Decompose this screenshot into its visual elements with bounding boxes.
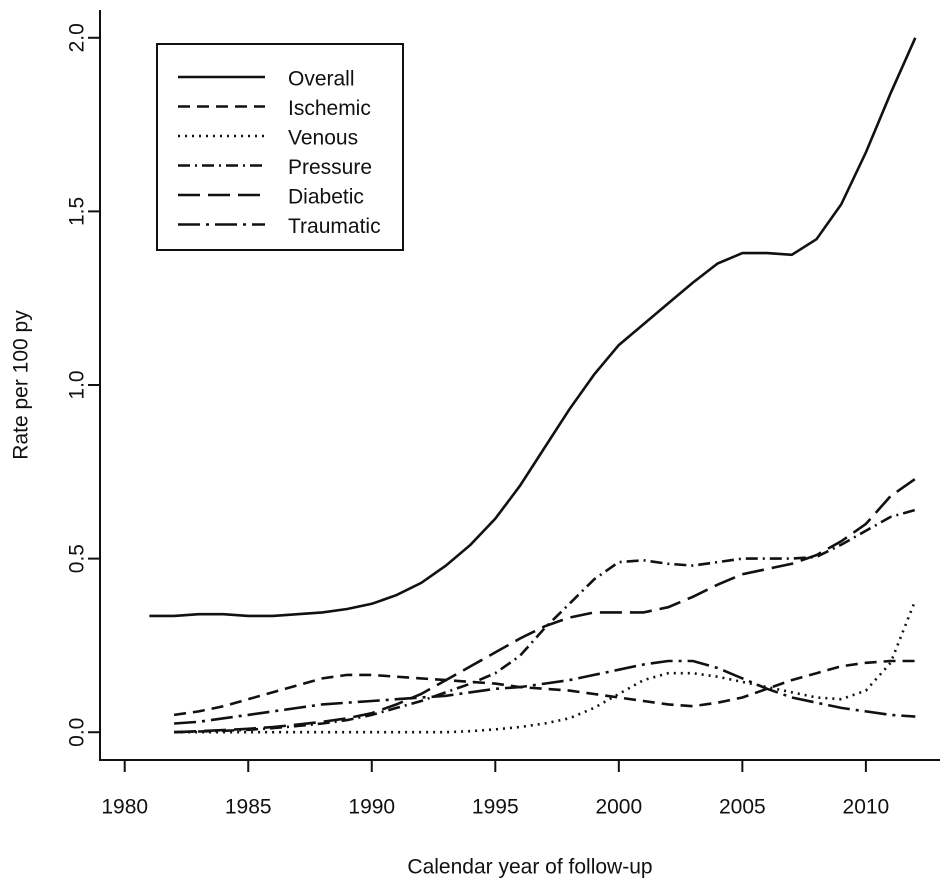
legend-label: Venous (288, 127, 358, 150)
y-tick-label: 0.0 (66, 718, 89, 747)
line-series (174, 477, 917, 734)
legend-label: Overall (288, 68, 355, 91)
x-tick-label: 2010 (843, 796, 890, 819)
x-tick-label: 2000 (595, 796, 642, 819)
x-tick-label: 1995 (472, 796, 519, 819)
x-axis-title: Calendar year of follow-up (407, 856, 652, 879)
axes (99, 10, 940, 761)
legend-label: Ischemic (288, 97, 371, 120)
x-tick-label: 2005 (719, 796, 766, 819)
x-tick-label: 1990 (348, 796, 395, 819)
line-series (174, 599, 917, 734)
y-tick-label: 0.5 (66, 544, 89, 573)
line-series (149, 37, 917, 618)
y-tick-label: 2.0 (66, 23, 89, 52)
line-series (174, 508, 916, 734)
y-tick-label: 1.0 (66, 370, 89, 399)
line-series (174, 659, 916, 725)
y-axis-title: Rate per 100 py (10, 310, 33, 460)
x-tick-label: 1980 (101, 796, 148, 819)
legend-label: Traumatic (288, 215, 381, 238)
legend-label: Pressure (288, 156, 372, 179)
line-series (173, 659, 916, 717)
legend-box (156, 43, 404, 251)
x-tick-label: 1985 (225, 796, 272, 819)
y-tick-label: 1.5 (66, 197, 89, 226)
legend-label: Diabetic (288, 186, 364, 209)
